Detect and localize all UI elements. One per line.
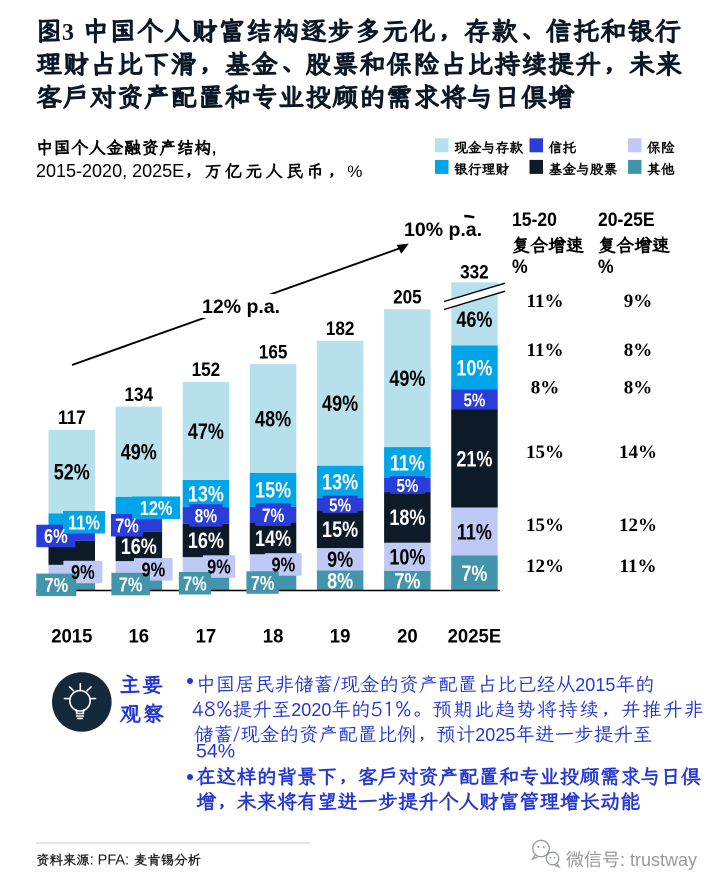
svg-text:49%: 49% [389, 368, 425, 392]
svg-text:9%: 9% [272, 553, 296, 576]
svg-text:15-20: 15-20 [512, 208, 557, 230]
svg-text:20-25E: 20-25E [598, 208, 655, 230]
svg-text:: trustway: : trustway [620, 850, 697, 870]
svg-text:2025: 2025 [475, 725, 515, 745]
svg-text:11%: 11% [390, 452, 425, 476]
svg-text:12%: 12% [526, 556, 564, 577]
svg-text:%: % [598, 255, 614, 277]
svg-text:18: 18 [263, 626, 284, 648]
svg-text:13%: 13% [188, 483, 224, 507]
svg-text:47%: 47% [188, 420, 224, 444]
svg-text:12% p.a.: 12% p.a. [202, 296, 280, 318]
svg-text:18%: 18% [389, 507, 425, 531]
svg-text:10%: 10% [456, 357, 492, 381]
svg-text:8%: 8% [195, 505, 218, 527]
svg-text:7%: 7% [115, 514, 139, 537]
svg-text:,: , [212, 141, 216, 158]
svg-text:11%: 11% [68, 511, 100, 534]
svg-text:%: % [347, 162, 362, 181]
svg-text:7%: 7% [262, 504, 285, 526]
svg-text:7%: 7% [44, 574, 68, 597]
svg-text:2025E: 2025E [448, 626, 502, 648]
svg-text:2020: 2020 [291, 700, 331, 720]
svg-text:15%: 15% [255, 479, 291, 503]
svg-text:5%: 5% [396, 476, 418, 497]
svg-text:2015: 2015 [575, 675, 615, 695]
svg-text:117: 117 [58, 406, 86, 428]
svg-text:10% p.a.: 10% p.a. [404, 219, 482, 241]
svg-text:2015: 2015 [51, 626, 93, 648]
svg-text:8%: 8% [327, 570, 353, 594]
svg-text:2015-2020, 2025E: 2015-2020, 2025E [36, 161, 184, 181]
svg-text:9%: 9% [327, 549, 353, 573]
svg-text:54%: 54% [196, 741, 235, 763]
svg-text:15%: 15% [526, 442, 564, 463]
svg-text:17: 17 [196, 626, 217, 648]
svg-text:46%: 46% [456, 308, 492, 332]
svg-text:7%: 7% [251, 571, 275, 594]
svg-text:7%: 7% [119, 573, 143, 596]
svg-text:205: 205 [393, 285, 422, 307]
svg-text:16: 16 [129, 626, 150, 648]
svg-text:14%: 14% [619, 442, 657, 463]
svg-text:9%: 9% [207, 555, 231, 578]
svg-text:: trustway: : trustway [621, 851, 698, 871]
svg-text:52%: 52% [54, 461, 90, 485]
svg-text:9%: 9% [141, 558, 165, 581]
svg-text:9%: 9% [624, 291, 653, 312]
svg-text:48%: 48% [255, 408, 291, 432]
svg-text:10%: 10% [389, 546, 425, 570]
svg-text:15%: 15% [526, 515, 564, 536]
svg-text:11%: 11% [457, 521, 492, 545]
svg-text:11%: 11% [620, 556, 657, 577]
svg-text:182: 182 [326, 317, 355, 339]
svg-text:12%: 12% [140, 496, 173, 519]
svg-text:8%: 8% [531, 378, 560, 399]
svg-text:165: 165 [259, 340, 288, 362]
svg-text:332: 332 [460, 260, 489, 282]
svg-text:8%: 8% [624, 378, 653, 399]
svg-text:15%: 15% [322, 519, 358, 543]
svg-text:5%: 5% [463, 390, 485, 411]
svg-text:21%: 21% [456, 448, 492, 472]
svg-text:12%: 12% [619, 515, 657, 536]
svg-text:7%: 7% [183, 572, 207, 595]
svg-text:7%: 7% [461, 562, 487, 586]
svg-text:14%: 14% [255, 528, 291, 552]
svg-text:11%: 11% [527, 291, 564, 312]
svg-text:6%: 6% [44, 525, 68, 548]
svg-text:152: 152 [192, 358, 221, 380]
svg-text:49%: 49% [121, 441, 157, 465]
svg-text:3: 3 [62, 20, 74, 46]
svg-text:134: 134 [124, 383, 153, 405]
svg-text:8%: 8% [624, 340, 653, 361]
svg-text:16%: 16% [121, 536, 157, 560]
svg-text:5%: 5% [329, 495, 351, 516]
svg-text:7%: 7% [394, 570, 420, 594]
svg-text:19: 19 [330, 626, 351, 648]
svg-text:9%: 9% [71, 561, 95, 584]
svg-text:11%: 11% [527, 340, 564, 361]
svg-text:: PFA:: : PFA: [90, 853, 130, 869]
svg-text:16%: 16% [188, 530, 224, 554]
svg-text:20: 20 [397, 626, 418, 648]
svg-text:%: % [512, 255, 528, 277]
svg-text:13%: 13% [322, 471, 358, 495]
svg-text:49%: 49% [322, 393, 358, 417]
